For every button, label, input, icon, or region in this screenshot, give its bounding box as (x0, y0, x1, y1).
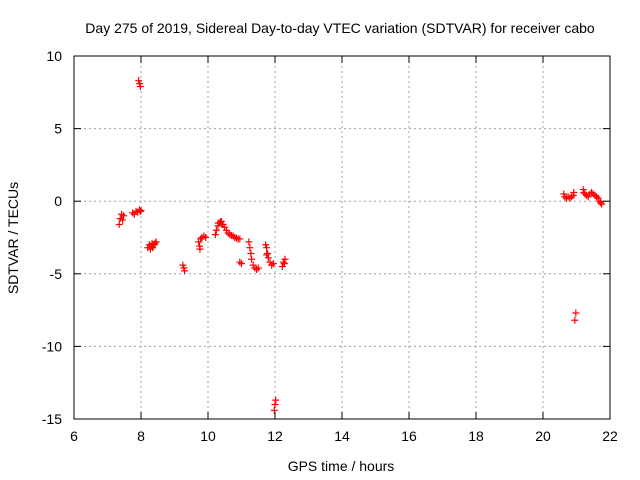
data-point-marker (571, 316, 579, 324)
y-tick-label: 0 (54, 193, 62, 209)
data-point-marker (583, 191, 591, 199)
data-point-marker (246, 244, 254, 252)
data-point-marker (200, 232, 208, 240)
y-tick-label: -10 (42, 338, 62, 354)
x-tick-label: 8 (137, 428, 145, 444)
data-point-marker (218, 220, 226, 228)
data-point-marker (272, 396, 280, 404)
data-point-marker (236, 258, 244, 266)
x-tick-label: 6 (70, 428, 78, 444)
y-tick-label: -5 (50, 266, 63, 282)
y-axis-label: SDTVAR / TECUs (5, 182, 21, 294)
data-point-marker (236, 235, 244, 243)
axis-ticks: 6 8 10 12 14 16 18 20 22 -15 -10 -5 0 5 10 (42, 48, 618, 444)
x-tick-label: 16 (401, 428, 417, 444)
data-point-marker (567, 193, 575, 201)
x-tick-label: 20 (535, 428, 551, 444)
data-point-marker (212, 226, 220, 234)
x-tick-label: 18 (468, 428, 484, 444)
data-point-marker (598, 200, 606, 208)
data-point-marker (151, 239, 159, 247)
data-point-marker (136, 82, 144, 90)
x-tick-label: 12 (267, 428, 283, 444)
data-point-marker (129, 209, 137, 217)
x-tick-label: 14 (334, 428, 350, 444)
data-point-marker (245, 238, 253, 246)
data-point-marker (247, 249, 255, 257)
data-point-marker (115, 220, 123, 228)
data-point-marker (119, 216, 127, 224)
data-point-marker (570, 188, 578, 196)
data-points (115, 77, 606, 414)
data-point-marker (263, 244, 271, 252)
x-tick-label: 10 (200, 428, 216, 444)
y-tick-label: 5 (54, 121, 62, 137)
x-tick-label: 22 (602, 428, 618, 444)
data-point-marker (281, 255, 289, 263)
data-point-marker (137, 207, 145, 215)
data-point-marker (253, 265, 261, 273)
data-point-marker (264, 249, 272, 257)
data-point-marker (202, 234, 210, 241)
grid-lines (74, 56, 610, 419)
data-point-marker (280, 260, 288, 268)
data-point-marker (271, 400, 279, 408)
data-point-marker (270, 406, 278, 414)
data-point-marker (226, 231, 234, 239)
data-point-marker (597, 199, 605, 207)
chart-title: Day 275 of 2019, Sidereal Day-to-day VTE… (85, 20, 595, 36)
data-point-marker (593, 193, 601, 201)
data-point-marker (269, 260, 277, 268)
data-point-marker (136, 207, 144, 215)
data-point-marker (196, 245, 204, 253)
data-point-marker (572, 309, 580, 317)
data-point-marker (135, 206, 143, 214)
data-point-marker (120, 212, 128, 220)
data-point-marker (181, 267, 189, 275)
data-point-marker (268, 261, 276, 269)
y-tick-label: 10 (46, 48, 62, 64)
data-point-marker (232, 234, 240, 242)
data-point-marker (231, 234, 239, 241)
data-point-marker (211, 231, 219, 239)
data-point-marker (150, 241, 158, 249)
data-point-marker (238, 260, 245, 268)
data-point-marker (248, 255, 256, 263)
y-tick-label: -15 (42, 411, 62, 427)
data-point-marker (263, 251, 271, 259)
x-axis-label: GPS time / hours (288, 458, 395, 474)
data-point-marker (254, 264, 262, 272)
